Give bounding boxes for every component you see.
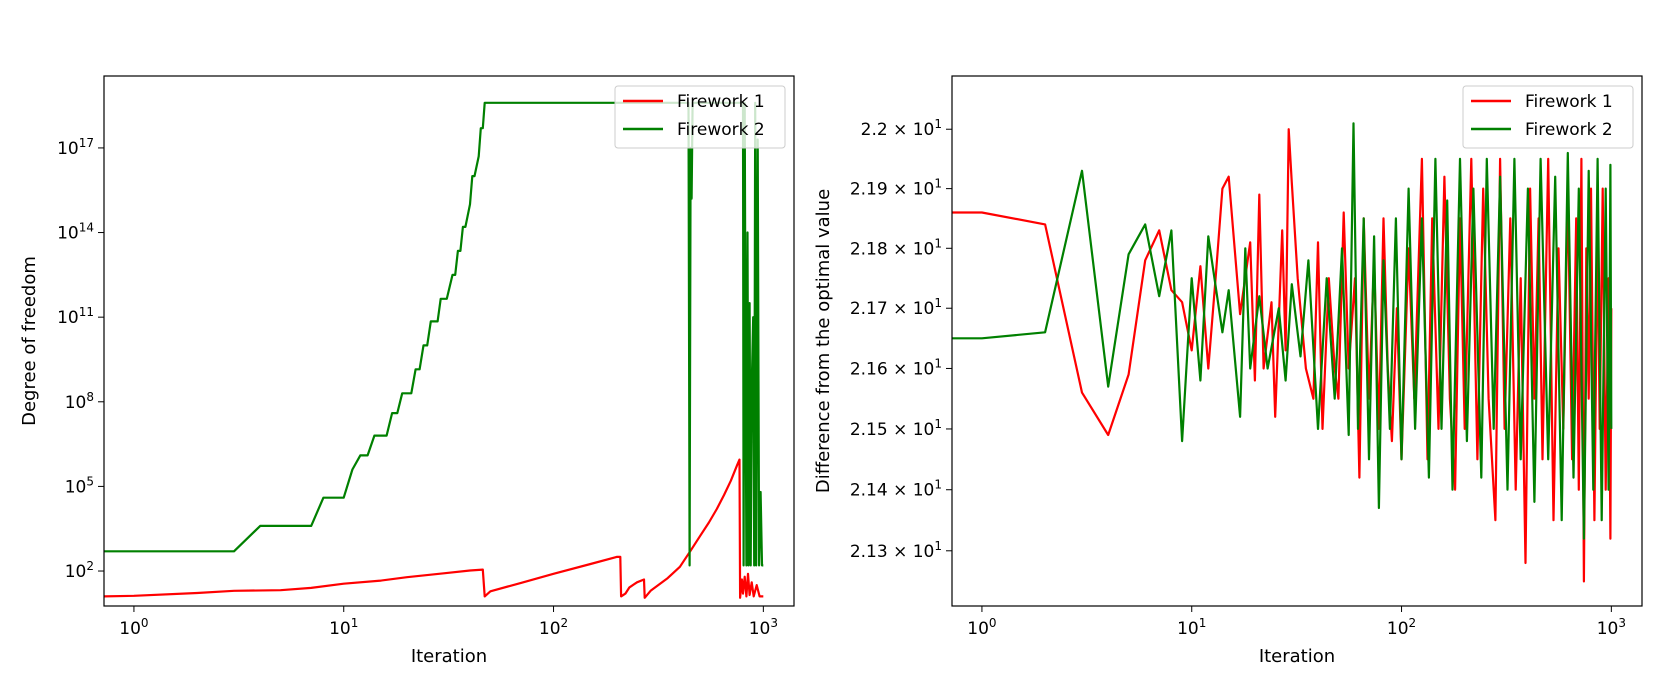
chart1-x-tick-label-0: 100 bbox=[967, 616, 996, 639]
chart1-y-tick-label-0: 2.13 × 101 bbox=[850, 539, 942, 562]
chart1-y-tick-label-3: 2.16 × 101 bbox=[850, 356, 942, 379]
left-chart-series-group bbox=[104, 101, 764, 599]
chart0-series-line-1 bbox=[104, 458, 764, 599]
chart0-y-tick-label-5: 1017 bbox=[57, 136, 94, 159]
chart0-series-line-2 bbox=[104, 101, 764, 567]
chart0-y-tick-label-1: 105 bbox=[65, 474, 94, 497]
chart0-y-tick-label-0: 102 bbox=[65, 559, 94, 582]
chart1-y-tick-label-1: 2.14 × 101 bbox=[850, 478, 942, 501]
left-chart: 100 101 102 103 102 105 108 1011 1014 1017 Iterat… bbox=[19, 75, 795, 667]
left-chart-legend: Firework 1 Firework 2 bbox=[614, 85, 786, 149]
chart1-y-tick-label-6: 2.19 × 101 bbox=[850, 177, 942, 200]
left-chart-y-axis-label: Degree of freedom bbox=[19, 256, 40, 426]
left-chart-legend-label-firework-1: Firework 1 bbox=[677, 92, 765, 112]
chart1-y-tick-label-2: 2.15 × 101 bbox=[850, 417, 942, 440]
right-chart-legend: Firework 1 Firework 2 bbox=[1462, 85, 1634, 149]
chart0-x-tick-label-1: 101 bbox=[329, 616, 358, 639]
right-chart-ticks: 100 101 102 103 2.13 × 101 2.14 × 101 2.15 × 1… bbox=[850, 117, 1626, 639]
chart1-y-tick-label-5: 2.18 × 101 bbox=[850, 236, 942, 259]
chart1-x-tick-label-2: 102 bbox=[1387, 616, 1416, 639]
chart1-x-tick-label-1: 101 bbox=[1177, 616, 1206, 639]
chart1-y-tick-label-4: 2.17 × 101 bbox=[850, 296, 942, 319]
chart1-series-line-2 bbox=[952, 122, 1613, 540]
right-chart-legend-label-firework-1: Firework 1 bbox=[1525, 92, 1613, 112]
right-chart-series-group bbox=[952, 122, 1613, 583]
right-chart-legend-label-firework-2: Firework 2 bbox=[1525, 120, 1613, 140]
right-chart: 100 101 102 103 2.13 × 101 2.14 × 101 2.15 × 1… bbox=[813, 75, 1643, 667]
chart0-x-tick-label-2: 102 bbox=[539, 616, 568, 639]
left-chart-x-axis-label: Iteration bbox=[411, 646, 487, 667]
chart0-x-tick-label-3: 103 bbox=[749, 616, 778, 639]
left-chart-plot-frame bbox=[103, 75, 795, 607]
right-chart-plot-frame bbox=[951, 75, 1643, 607]
right-chart-y-axis-label: Difference from the optimal value bbox=[813, 189, 834, 493]
chart0-y-tick-label-2: 108 bbox=[65, 390, 94, 413]
right-chart-x-axis-label: Iteration bbox=[1259, 646, 1335, 667]
chart1-x-tick-label-3: 103 bbox=[1597, 616, 1626, 639]
left-chart-legend-label-firework-2: Firework 2 bbox=[677, 120, 765, 140]
chart0-y-tick-label-3: 1011 bbox=[57, 305, 94, 328]
left-chart-ticks: 100 101 102 103 102 105 108 1011 1014 1017 bbox=[57, 136, 778, 639]
chart0-y-tick-label-4: 1014 bbox=[57, 221, 94, 244]
chart0-x-tick-label-0: 100 bbox=[119, 616, 148, 639]
chart1-y-tick-label-7: 2.2 × 101 bbox=[861, 117, 942, 140]
